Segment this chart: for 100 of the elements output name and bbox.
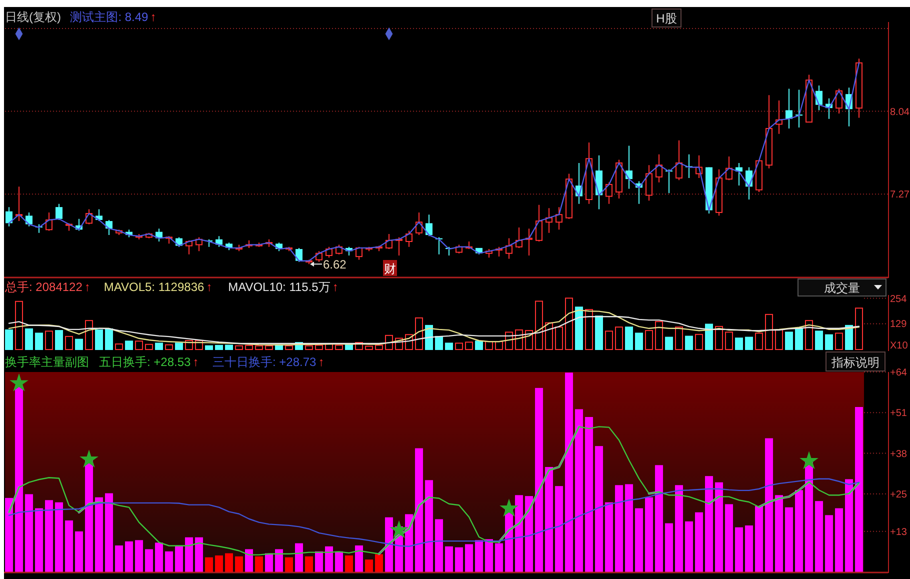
bar [815,330,823,350]
candlestick [426,214,432,237]
bar [205,345,213,350]
y-tick-label: +25 [890,489,908,500]
bar [345,555,353,572]
y-tick-label: +64 [890,368,908,378]
bar [385,517,393,572]
bar [235,556,243,572]
bar [495,543,503,572]
bar [325,546,333,572]
bar [45,500,53,572]
y-tick-label: 7.27 [890,190,910,201]
bar [145,549,153,572]
bar [735,338,743,350]
annotation: 成交量 [824,281,860,295]
bar [855,308,863,350]
bar [705,476,713,572]
bar [315,344,323,350]
bar [845,324,853,350]
bar [455,547,463,572]
y-tick-label: 129 [890,319,908,330]
bar [305,556,313,572]
bar [545,467,553,572]
text: 五日换手: +28.53↑ [99,355,199,369]
text: MAVOL10: 115.5万↑ [228,280,338,294]
line-series [8,478,860,547]
chart-title: 日线(复权) [5,10,61,24]
bar [415,448,423,572]
bar [385,334,393,350]
annotation: H股 [656,12,677,26]
candlestick [606,182,612,204]
bar [565,372,573,572]
bar [715,326,723,350]
bar [465,342,473,350]
bar [675,326,683,350]
bar [645,497,653,572]
line-series [8,316,860,344]
bar [665,523,673,572]
bar [355,545,363,572]
y-tick-label: 254 [890,294,908,305]
bar [845,479,853,572]
candlestick [646,164,652,202]
bar [375,344,383,350]
bar [435,519,443,572]
bar [575,409,583,572]
bar [135,340,143,350]
bar [645,330,653,350]
bar [525,330,533,350]
bar [415,317,423,350]
bar [585,309,593,350]
bar [85,320,93,350]
bar [635,508,643,572]
bar [55,502,63,572]
candlestick [506,238,512,260]
bar [85,460,93,572]
bar [785,507,793,572]
bar [445,342,453,350]
bar [65,520,73,572]
bar [755,332,763,350]
bar [375,554,383,572]
bar [705,324,713,350]
bar [475,340,483,350]
bar [545,322,553,350]
point [390,520,408,538]
bar [445,546,453,572]
bar [515,495,523,572]
bar [155,342,163,350]
bar [145,344,153,350]
bar [235,345,243,350]
bar [725,332,733,350]
bar [825,515,833,572]
bar [5,329,13,350]
point [800,451,818,470]
bar [285,345,293,350]
bar [25,494,33,572]
bar [35,332,43,350]
bar [475,540,483,572]
bar [105,328,113,350]
bar [185,340,193,350]
candlestick [536,204,542,242]
bar [305,345,313,350]
text: 测试主图: 8.49↑ [70,10,156,24]
bar [335,551,343,572]
bar [575,306,583,350]
bar [485,539,493,572]
bar [185,537,193,572]
bar [75,531,83,572]
text: MAVOL5: 1129836↑ [104,280,212,294]
bar [225,344,233,350]
candlestick [26,212,32,227]
bar [425,480,433,572]
bar [795,490,803,572]
bar [805,460,813,572]
bar [695,512,703,572]
bar [805,320,813,350]
bar [365,560,373,572]
bar [525,496,533,572]
series-label: 总手: 2084122↑ [4,280,90,294]
bar [615,326,623,350]
bar [715,482,723,572]
